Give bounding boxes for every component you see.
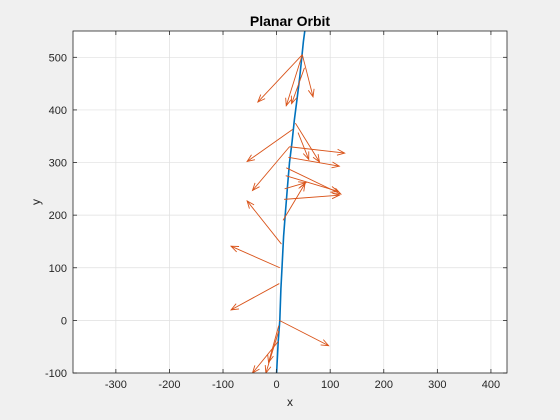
y-tick-label: 100: [49, 263, 67, 275]
x-tick-label: -300: [105, 379, 127, 391]
velocity-arrow: [264, 330, 280, 373]
velocity-arrow: [297, 132, 310, 161]
velocity-vectors: [229, 54, 346, 373]
velocity-arrow: [285, 175, 340, 193]
velocity-arrow: [289, 146, 346, 156]
velocity-arrow: [279, 319, 330, 347]
x-tick-label: 100: [321, 379, 339, 391]
y-tick-label: 400: [49, 105, 67, 117]
velocity-arrow: [246, 199, 282, 245]
orbit-path: [275, 31, 306, 373]
ticks: -300 -200 -100 0 100 200 300 400 -100 0 100 200 300 4…: [45, 31, 507, 391]
y-tick-label: 500: [49, 52, 67, 64]
y-axis-label: y: [29, 199, 43, 205]
x-tick-label: -100: [212, 379, 234, 391]
velocity-arrow: [229, 283, 280, 311]
velocity-arrow: [229, 245, 281, 269]
x-tick-label: -200: [158, 379, 180, 391]
orbit-line: [275, 31, 306, 373]
x-tick-label: 0: [274, 379, 280, 391]
velocity-arrow: [246, 129, 293, 163]
velocity-arrow: [290, 67, 305, 105]
velocity-arrow: [285, 54, 303, 107]
velocity-arrow: [301, 54, 315, 98]
axes-background: [73, 31, 507, 373]
x-tick-label: 300: [428, 379, 446, 391]
y-tick-label: 300: [49, 158, 67, 170]
velocity-arrow: [267, 325, 280, 364]
velocity-arrow: [282, 182, 306, 221]
x-axis-label: x: [287, 395, 293, 409]
velocity-arrow: [257, 54, 303, 103]
velocity-arrow: [251, 146, 290, 192]
velocity-arrow: [284, 192, 341, 200]
y-tick-label: 0: [61, 315, 67, 327]
x-tick-label: 200: [375, 379, 393, 391]
axes-box: [72, 30, 508, 374]
y-tick-label: -100: [45, 368, 67, 380]
chart-title: Planar Orbit: [250, 13, 330, 29]
velocity-arrow: [294, 122, 321, 164]
x-tick-label: 400: [482, 379, 500, 391]
velocity-arrow: [288, 156, 341, 169]
y-tick-label: 200: [49, 210, 67, 222]
